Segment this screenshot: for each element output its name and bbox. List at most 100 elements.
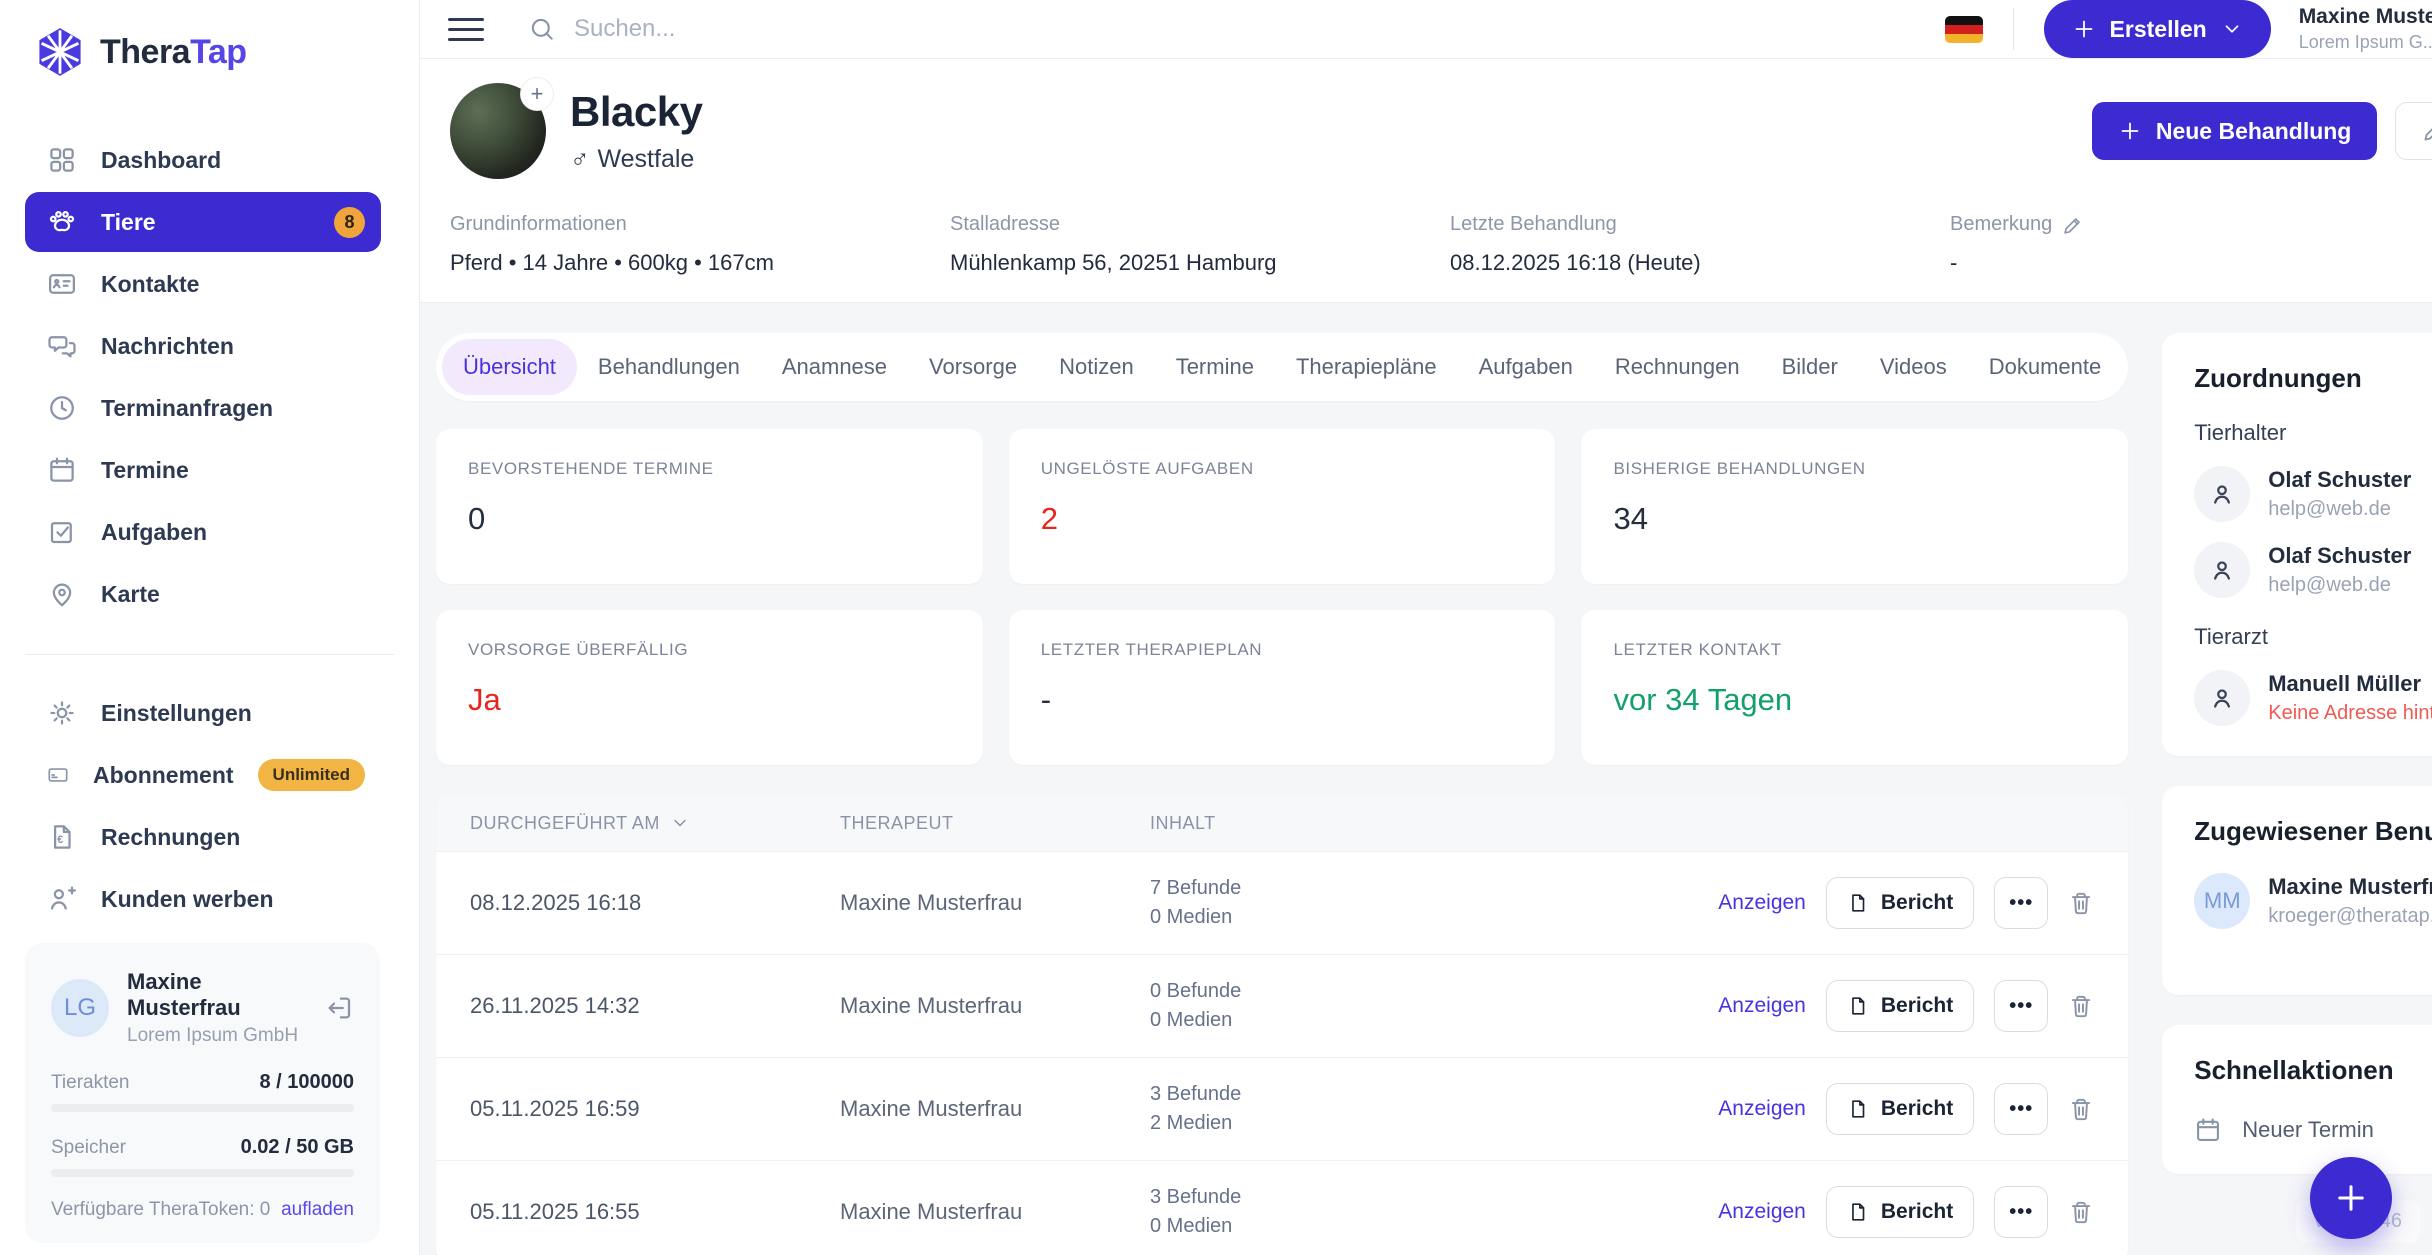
- trash-icon: [2072, 1201, 2091, 1224]
- schnellaktionen-card: Schnellaktionen Neuer Termin: [2162, 1025, 2432, 1174]
- plus-icon: [2075, 20, 2092, 38]
- tab-notizen[interactable]: Notizen: [1059, 354, 1134, 379]
- sort-durchgefuehrt-am[interactable]: DURCHGEFÜHRT AM: [470, 813, 840, 834]
- bericht-button[interactable]: Bericht: [1825, 877, 1975, 929]
- anzeigen-link[interactable]: Anzeigen: [1718, 1097, 1806, 1120]
- more-actions-button[interactable]: •••: [1994, 1186, 2049, 1238]
- user-plus-icon: [50, 886, 76, 910]
- tab-vorsorge[interactable]: Vorsorge: [929, 354, 1018, 379]
- sidebar-item-tiere[interactable]: Tiere 8: [25, 192, 381, 252]
- create-button[interactable]: Erstellen: [2043, 0, 2271, 58]
- paw-icon: [49, 211, 75, 232]
- sidebar-nav: Dashboard Tiere 8 Kontakte Nachrichten T…: [0, 130, 419, 929]
- new-treatment-button[interactable]: Neue Behandlung: [2091, 102, 2378, 160]
- tab-rechnungen[interactable]: Rechnungen: [1614, 354, 1740, 379]
- tab-anamnese[interactable]: Anamnese: [781, 354, 888, 379]
- bericht-button[interactable]: Bericht: [1825, 980, 1975, 1032]
- user-company: Lorem Ipsum GmbH: [127, 1025, 299, 1046]
- menu-toggle-button[interactable]: [448, 11, 484, 48]
- more-actions-button[interactable]: •••: [1994, 877, 2049, 929]
- delete-button[interactable]: [2068, 1096, 2094, 1122]
- tab-bilder[interactable]: Bilder: [1781, 354, 1838, 379]
- person-icon: [2214, 561, 2231, 580]
- assigned-user-title: Zugewiesener Benutzer: [2194, 816, 2432, 846]
- more-actions-button[interactable]: •••: [1994, 1083, 2049, 1135]
- header-user-name: Maxine Musterfrau: [2298, 5, 2432, 28]
- invoice-icon: €: [54, 825, 71, 849]
- sidebar-item-terminanfragen[interactable]: Terminanfragen: [25, 378, 381, 438]
- tab-termine[interactable]: Termine: [1175, 354, 1254, 379]
- quick-actions-title: Schnellaktionen: [2194, 1055, 2394, 1085]
- anzeigen-link[interactable]: Anzeigen: [1718, 1200, 1806, 1223]
- info-grundinformationen: Grundinformationen Pferd • 14 Jahre • 60…: [450, 213, 774, 275]
- logout-button[interactable]: [324, 993, 354, 1023]
- treatments-table: DURCHGEFÜHRT AM THERAPEUT INHALT 08.12.2…: [436, 795, 2129, 1255]
- more-actions-button[interactable]: •••: [1994, 980, 2049, 1032]
- document-icon: [1852, 997, 1865, 1015]
- sidebar-item-abonnement[interactable]: Abonnement Unlimited: [25, 745, 381, 805]
- anzeigen-link[interactable]: Anzeigen: [1718, 994, 1806, 1017]
- speicher-label: Speicher: [51, 1137, 126, 1158]
- anzeigen-link[interactable]: Anzeigen: [1718, 891, 1806, 914]
- tab-uebersicht[interactable]: Übersicht: [442, 339, 577, 395]
- bericht-button[interactable]: Bericht: [1825, 1186, 1975, 1238]
- person-icon: [2214, 485, 2231, 504]
- sidebar-item-label: Termine: [101, 456, 189, 483]
- brand-name: TheraTap: [100, 32, 247, 71]
- search-icon: [531, 18, 553, 40]
- table-row: 05.11.2025 16:59 Maxine Musterfrau 3 Bef…: [436, 1057, 2129, 1160]
- sidebar-item-label: Karte: [101, 580, 160, 607]
- avatar: [2194, 542, 2251, 598]
- sidebar-item-kunden-werben[interactable]: Kunden werben: [25, 869, 381, 929]
- sidebar: TheraTap Dashboard Tiere 8 Kontakte Nach…: [0, 0, 420, 1255]
- edit-button[interactable]: Bearbeiten: [2395, 102, 2432, 160]
- sidebar-item-rechnungen[interactable]: € Rechnungen: [25, 807, 381, 867]
- table-header: DURCHGEFÜHRT AM THERAPEUT INHALT: [436, 795, 2129, 851]
- german-flag-icon[interactable]: [1944, 15, 1983, 43]
- male-gender-icon: ♂: [570, 143, 590, 174]
- avatar: MM: [2194, 873, 2251, 929]
- sidebar-item-label: Terminanfragen: [101, 394, 274, 421]
- sidebar-item-dashboard[interactable]: Dashboard: [25, 130, 381, 190]
- floating-add-button[interactable]: [2310, 1157, 2392, 1239]
- delete-button[interactable]: [2068, 1199, 2094, 1225]
- sidebar-item-einstellungen[interactable]: Einstellungen: [25, 683, 381, 743]
- svg-text:€: €: [57, 834, 63, 846]
- bericht-button[interactable]: Bericht: [1825, 1083, 1975, 1135]
- sidebar-item-aufgaben[interactable]: Aufgaben: [25, 502, 381, 562]
- tab-videos[interactable]: Videos: [1879, 354, 1947, 379]
- trash-icon: [2072, 892, 2091, 915]
- sidebar-item-termine[interactable]: Termine: [25, 440, 381, 500]
- tierakten-label: Tierakten: [51, 1072, 130, 1093]
- theratoken-label: Verfügbare TheraToken: 0: [51, 1199, 271, 1220]
- search-input[interactable]: [574, 15, 1174, 43]
- stat-bisherige-behandlungen: BISHERIGE BEHANDLUNGEN 34: [1581, 429, 2129, 584]
- quick-action-neuer-termin[interactable]: Neuer Termin: [2194, 1116, 2432, 1144]
- sidebar-item-nachrichten[interactable]: Nachrichten: [25, 316, 381, 376]
- sidebar-item-label: Kontakte: [101, 270, 200, 297]
- aufladen-link[interactable]: aufladen: [281, 1199, 354, 1220]
- header-user-menu[interactable]: Maxine Musterfrau Lorem Ipsum G... LG: [2299, 5, 2432, 53]
- animal-breed: Westfale: [597, 144, 695, 173]
- zuordnungen-title: Zuordnungen: [2194, 363, 2362, 393]
- delete-button[interactable]: [2068, 993, 2094, 1019]
- tab-aufgaben[interactable]: Aufgaben: [1478, 354, 1573, 379]
- tab-therapieplaene[interactable]: Therapiepläne: [1295, 354, 1437, 379]
- sidebar-item-kontakte[interactable]: Kontakte: [25, 254, 381, 314]
- sidebar-item-label: Nachrichten: [101, 332, 234, 359]
- map-pin-icon: [52, 583, 72, 607]
- add-photo-button[interactable]: +: [520, 77, 554, 111]
- right-panel: Zuordnungen Tierhalter Olaf Schuster hel…: [2162, 333, 2432, 1255]
- pencil-icon[interactable]: [2062, 214, 2084, 236]
- contact-row: Olaf Schuster help@web.de: [2194, 542, 2432, 598]
- theratap-logo-icon: [39, 28, 81, 76]
- brand-logo[interactable]: TheraTap: [0, 0, 419, 78]
- sidebar-item-karte[interactable]: Karte: [25, 564, 381, 624]
- sidebar-item-label: Einstellungen: [101, 699, 252, 726]
- tab-behandlungen[interactable]: Behandlungen: [597, 354, 740, 379]
- logout-icon: [328, 997, 351, 1019]
- delete-button[interactable]: [2068, 890, 2094, 916]
- plus-icon: [2338, 1185, 2364, 1211]
- tab-dokumente[interactable]: Dokumente: [1988, 354, 2102, 379]
- table-row: 05.11.2025 16:55 Maxine Musterfrau 3 Bef…: [436, 1160, 2129, 1255]
